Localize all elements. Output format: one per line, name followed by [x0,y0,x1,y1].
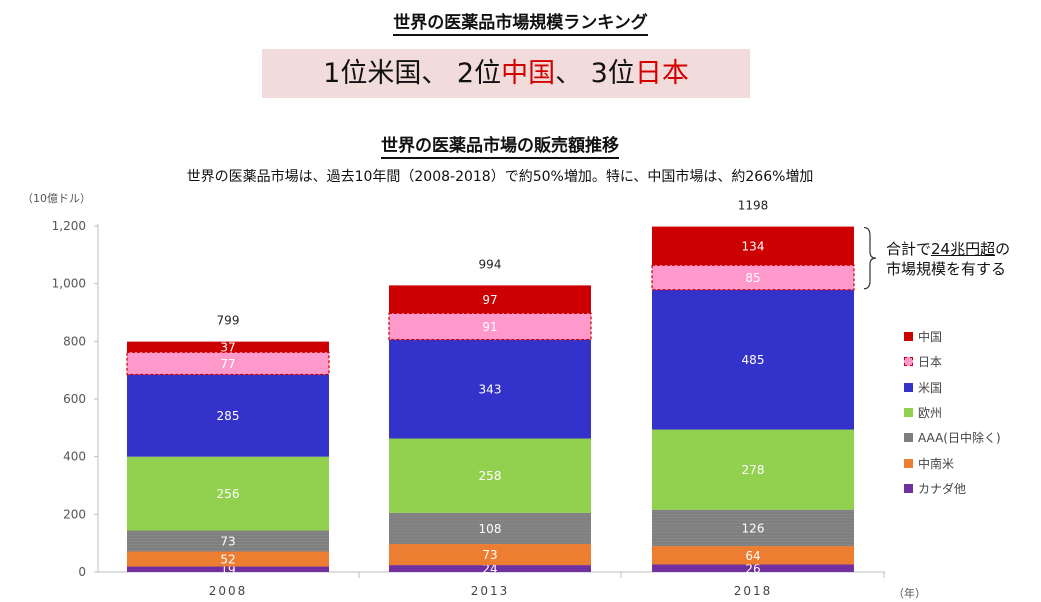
legend-item: 欧州 [904,400,1001,425]
data-label: 97 [482,293,497,307]
data-label: 134 [742,239,765,253]
legend-swatch [904,382,913,392]
data-label: 85 [745,271,760,285]
bar-segment [389,339,591,439]
y-tick-label: 600 [63,392,86,406]
y-tick-label: 0 [78,565,86,579]
legend-label: カナダ他 [918,481,967,496]
legend-swatch [904,357,913,367]
legend-swatch [904,458,913,468]
bar-segment [127,456,329,531]
legend-item: 日本 [904,349,1001,374]
data-label: 52 [220,553,235,567]
bar-segment [651,264,855,291]
data-label: 485 [742,353,765,367]
data-label: 126 [742,521,765,535]
legend-swatch [904,433,913,443]
data-label: 73 [482,548,497,562]
total-label: 799 [217,314,240,328]
x-tick-label: 2018 [734,584,773,598]
data-label: 26 [745,562,760,576]
legend-item: 中南米 [904,450,1001,475]
legend-item: AAA(日中除く) [904,425,1001,450]
legend-swatch [904,483,913,493]
data-label: 73 [220,535,235,549]
total-label: 1198 [738,199,769,213]
x-unit-label: （年） [893,587,926,600]
legend-label: 日本 [918,355,943,370]
legend-item: 中国 [904,324,1001,349]
total-label: 994 [479,257,502,271]
bar-segment [652,289,854,430]
data-label: 258 [479,469,502,483]
y-tick-label: 800 [63,334,86,348]
data-label: 64 [745,549,760,563]
legend-label: 米国 [918,380,943,395]
ranking-title: 世界の医薬品市場規模ランキング [0,8,1041,36]
chart-title: 世界の医薬品市場の販売額推移 [0,131,1000,159]
ranking-box: 1位米国、 2位中国、 3位日本 [262,49,750,98]
annotation-brace [863,226,877,290]
bar-segment [652,429,854,510]
legend-label: AAA(日中除く) [918,431,1001,446]
data-label: 77 [220,357,235,371]
bar-segment [389,438,591,513]
bar-segment [652,509,854,547]
legend-swatch [904,332,913,342]
bar-segment [127,566,329,572]
y-tick-label: 200 [63,507,86,521]
y-tick-label: 1,000 [52,277,86,291]
y-tick-label: 400 [63,450,86,464]
bar-segment [127,551,329,567]
bar-segment [389,565,591,572]
legend-item: 米国 [904,375,1001,400]
data-label: 91 [482,320,497,334]
data-label: 37 [220,340,235,354]
bar-segment [127,374,329,457]
legend-label: 中国 [918,330,943,345]
chart-subtitle: 世界の医薬品市場は、過去10年間（2008-2018）で約50%増加。特に、中国… [186,169,814,185]
bar-segment [652,564,854,572]
data-label: 343 [479,383,502,397]
data-label: 24 [482,562,497,576]
total-annotation: 合計で24兆円超の 市場規模を有する [886,240,1011,278]
bar-segment [652,546,854,565]
x-tick-label: 2013 [471,584,510,598]
bar-segment [127,341,329,353]
data-label: 285 [217,409,240,423]
legend-label: 中南米 [918,456,955,471]
data-label: 278 [742,463,765,477]
legend-swatch [904,408,913,418]
y-tick-label: 1,200 [52,219,86,233]
bar-segment [652,226,854,266]
bar-segment [389,544,591,566]
legend-label: 欧州 [918,406,943,421]
y-unit-label: （10億ドル） [22,192,91,205]
chart-legend: 中国日本米国欧州 AAA(日中除く) 中南米カナダ他 [904,324,1001,501]
data-label: 108 [479,522,502,536]
legend-item: カナダ他 [904,476,1001,501]
bar-segment [389,285,591,314]
x-tick-label: 2008 [209,584,248,598]
data-label: 256 [217,487,240,501]
